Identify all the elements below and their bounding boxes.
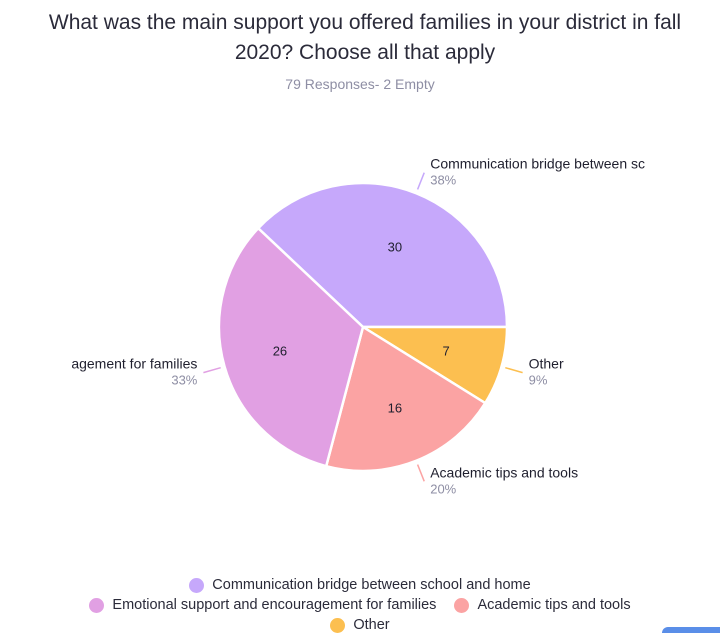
value-label-other: 7 xyxy=(442,344,449,359)
callout-percent-communication-bridge-between-sc: 38% xyxy=(430,173,456,188)
legend-swatch xyxy=(189,577,205,593)
leader-line-academic-tips-and-tools xyxy=(416,464,425,482)
legend-label: Academic tips and tools xyxy=(477,597,631,613)
value-label-communication-bridge-between-sc: 30 xyxy=(388,240,402,255)
leader-line-communication-bridge-between-sc xyxy=(416,172,425,190)
callout-percent-other: 9% xyxy=(529,373,548,388)
pie-slice-other xyxy=(358,325,509,405)
leader-line-agement-for-families xyxy=(203,366,221,374)
pie-slices xyxy=(217,181,509,473)
legend-row: Other xyxy=(0,615,720,635)
callout-label-academic-tips-and-tools: Academic tips and tools xyxy=(430,464,578,480)
legend-item-communication-bridge-between-school-and-home[interactable]: Communication bridge between school and … xyxy=(189,575,531,595)
chart-title: What was the main support you offered fa… xyxy=(48,11,682,64)
legend-row: Emotional support and encouragement for … xyxy=(0,595,720,615)
legend-swatch xyxy=(454,597,470,613)
legend-label: Other xyxy=(353,617,390,633)
legend-label: Emotional support and encouragement for … xyxy=(112,597,437,613)
callout-label-communication-bridge-between-sc: Communication bridge between sc xyxy=(430,156,645,172)
pie-slice-communication-bridge-between-sc xyxy=(256,181,509,329)
legend-item-academic-tips-and-tools[interactable]: Academic tips and tools xyxy=(454,595,631,615)
legend-swatch xyxy=(330,617,346,633)
leader-line-other xyxy=(505,366,523,374)
legend-row: Communication bridge between school and … xyxy=(0,575,720,595)
chart-legend: Communication bridge between school and … xyxy=(0,575,720,635)
legend-item-other[interactable]: Other xyxy=(330,615,390,635)
pie-slice-agement-for-families xyxy=(217,226,365,468)
callout-percent-agement-for-families: 33% xyxy=(171,373,197,388)
pie-slice-academic-tips-and-tools xyxy=(324,325,487,473)
value-label-agement-for-families: 26 xyxy=(273,344,287,359)
value-label-academic-tips-and-tools: 16 xyxy=(388,400,402,415)
callout-label-other: Other xyxy=(529,356,564,372)
legend-label: Communication bridge between school and … xyxy=(212,577,531,593)
corner-tab[interactable] xyxy=(662,627,720,633)
legend-item-emotional-support-and-encouragement-for-families[interactable]: Emotional support and encouragement for … xyxy=(89,595,436,615)
callout-label-agement-for-families: agement for families xyxy=(71,356,197,372)
chart-subtitle: 79 Responses- 2 Empty xyxy=(285,76,435,92)
callout-percent-academic-tips-and-tools: 20% xyxy=(430,481,456,496)
legend-swatch xyxy=(89,597,105,613)
